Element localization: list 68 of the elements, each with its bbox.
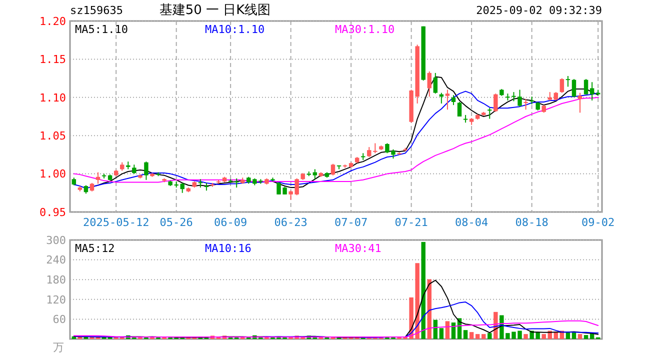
text: sz159635 — [70, 4, 123, 17]
candlestick — [590, 82, 594, 101]
x-tick-label: 07-07 — [334, 216, 368, 229]
x-tick-label: 08-18 — [515, 216, 548, 229]
x-tick-label: 2025-05-12 — [82, 216, 150, 229]
text: MA30:1.10 — [335, 23, 395, 36]
candlestick — [234, 178, 239, 188]
bar — [445, 321, 450, 339]
candlestick — [457, 101, 462, 117]
line-series — [73, 320, 599, 338]
candlestick — [566, 76, 570, 88]
bar — [578, 334, 582, 339]
bar — [469, 332, 474, 339]
bar — [463, 330, 468, 339]
y-tick-label: 300 — [46, 234, 66, 247]
text: MA5:12 — [75, 242, 115, 255]
x-tick-label: 09-02 — [582, 216, 615, 229]
text: MA5:1.10 — [75, 23, 128, 36]
bar — [439, 328, 444, 339]
candlestick — [494, 93, 498, 112]
candlestick — [578, 92, 582, 114]
bar — [475, 334, 480, 339]
y-tick-label: 1.00 — [40, 168, 66, 181]
candlestick — [373, 142, 378, 154]
y-axis-title: 万 — [53, 341, 64, 354]
text: MA10:1.10 — [205, 23, 265, 36]
candlestick — [433, 72, 438, 94]
text: 2025-09-02 09:32:39 — [476, 4, 602, 17]
candlestick — [488, 108, 492, 120]
chart-title: 基建50 一 日K线图 — [159, 3, 271, 18]
bar — [572, 332, 576, 339]
bar — [566, 332, 570, 339]
bar — [482, 334, 486, 339]
candlestick — [144, 161, 148, 180]
x-tick-label: 07-21 — [394, 216, 428, 229]
candlestick — [367, 146, 372, 158]
y-tick-label: 60 — [52, 313, 66, 326]
x-tick-label: 08-04 — [455, 216, 488, 229]
candlestick — [330, 163, 336, 176]
candlestick — [451, 94, 456, 106]
candlestick — [132, 164, 136, 174]
y-tick-label: 1.05 — [40, 129, 66, 142]
x-tick-label: 06-09 — [214, 216, 248, 229]
candlestick — [180, 182, 184, 194]
y-tick-label: 1.20 — [40, 14, 66, 28]
y-tick-label: 1.15 — [40, 53, 66, 66]
candlestick — [524, 98, 528, 110]
bar — [488, 333, 492, 339]
y-tick-label: 120 — [46, 293, 66, 306]
y-tick-label: 0.95 — [40, 206, 66, 219]
y-tick-label: 1.10 — [40, 91, 66, 104]
x-tick-label: 05-26 — [160, 216, 193, 229]
text: MA10:16 — [205, 242, 252, 255]
bar — [584, 335, 588, 339]
y-tick-label: 180 — [46, 273, 66, 286]
candlestick — [96, 172, 100, 184]
candlestick — [312, 168, 318, 180]
candlestick — [530, 96, 534, 105]
candlestick — [560, 78, 564, 94]
candlestick — [445, 89, 450, 110]
bar — [542, 334, 546, 339]
y-tick-label: 240 — [46, 254, 66, 267]
candlestick — [427, 70, 432, 98]
bar — [524, 334, 528, 339]
x-tick-label: 06-23 — [274, 216, 308, 229]
candlestick — [584, 78, 588, 95]
candlestick — [572, 78, 576, 98]
text: MA30:41 — [335, 242, 382, 255]
